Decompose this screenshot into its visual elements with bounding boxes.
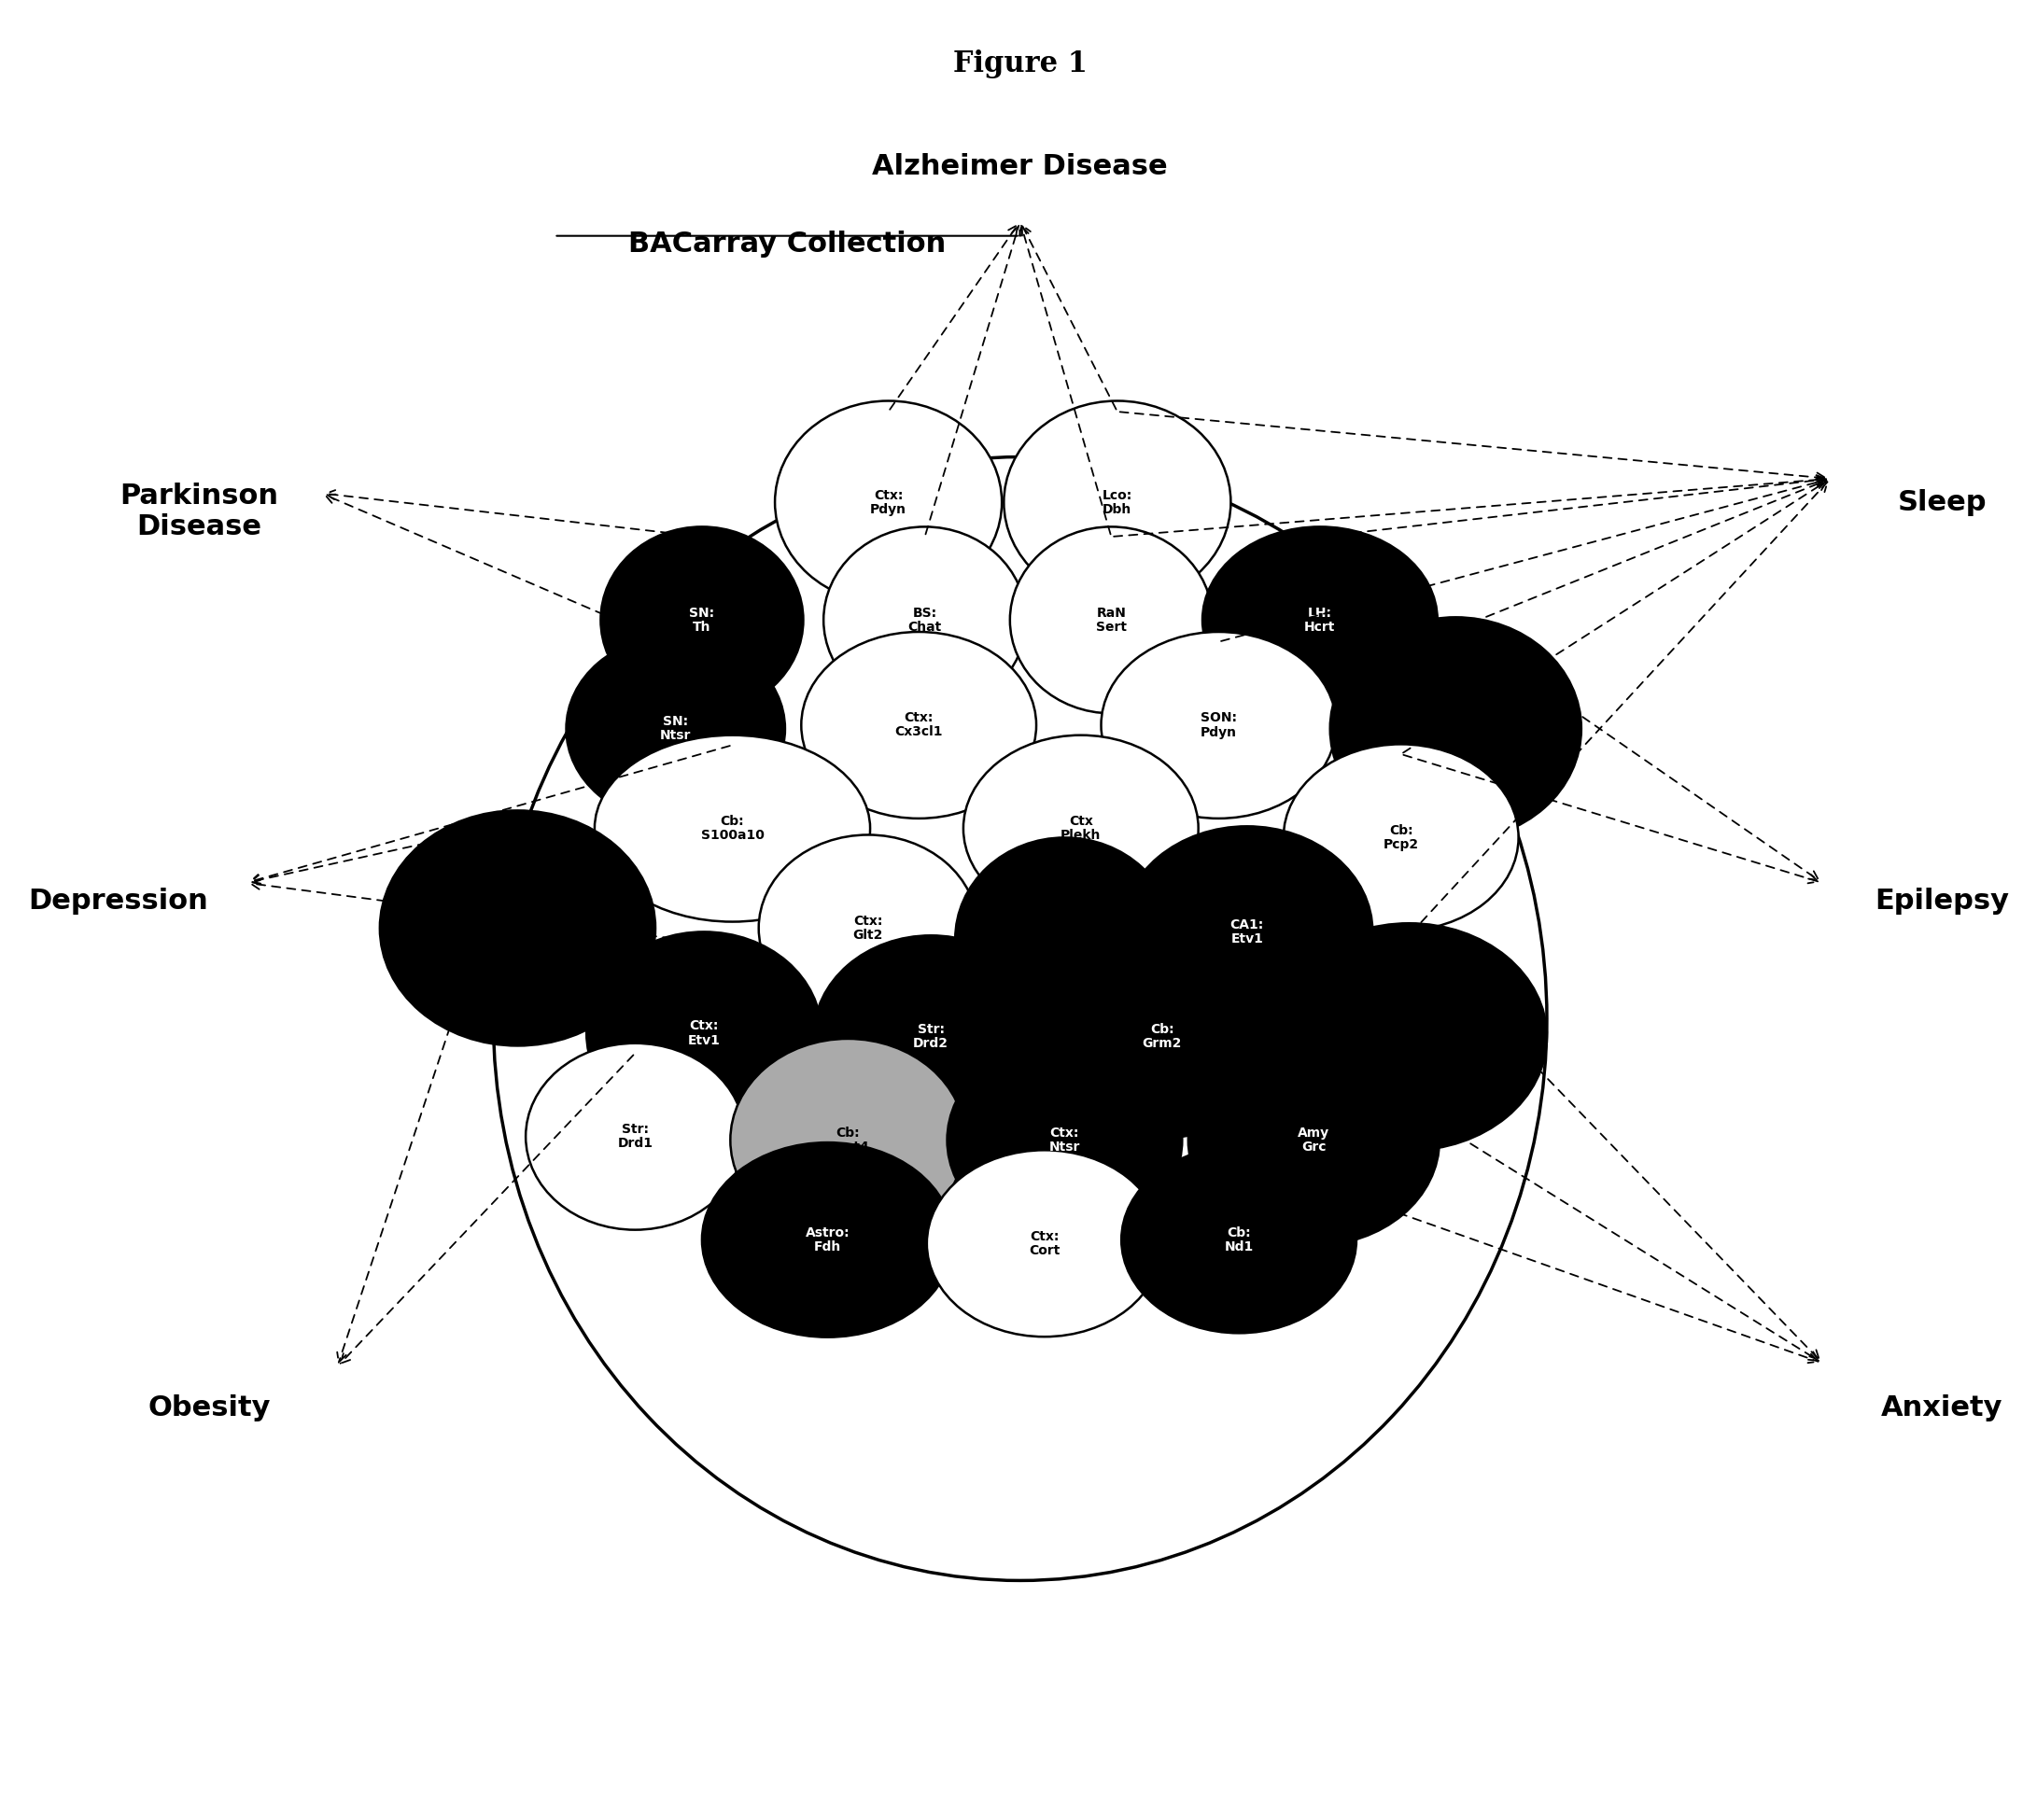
Ellipse shape (813, 935, 1049, 1138)
Text: Parkinson
Disease: Parkinson Disease (120, 482, 279, 541)
Text: Lco:
Dbh: Lco: Dbh (1102, 490, 1133, 515)
Text: Ctx:
Etv1: Ctx: Etv1 (689, 1019, 721, 1046)
Ellipse shape (1004, 400, 1230, 604)
Ellipse shape (379, 810, 656, 1046)
Text: BACarray Collection: BACarray Collection (627, 231, 945, 257)
Ellipse shape (566, 635, 784, 823)
Ellipse shape (823, 526, 1027, 713)
Ellipse shape (1045, 935, 1279, 1138)
Text: Ctx:
Glt2: Ctx: Glt2 (854, 914, 884, 941)
Text: Amy
Grc: Amy Grc (1298, 1127, 1330, 1154)
Text: Figure 1: Figure 1 (953, 49, 1088, 78)
Text: Str:
Drd1: Str: Drd1 (617, 1123, 652, 1150)
Text: Alzheimer Disease: Alzheimer Disease (872, 153, 1167, 180)
Ellipse shape (731, 1039, 966, 1241)
Ellipse shape (703, 1143, 953, 1338)
Text: Cb:
Grm2: Cb: Grm2 (1143, 1023, 1181, 1050)
Text: Ctx:
Cort: Ctx: Cort (1029, 1230, 1059, 1258)
Ellipse shape (774, 400, 1002, 604)
Ellipse shape (964, 735, 1198, 921)
Text: Ctx:
Ntsr: Ctx: Ntsr (1049, 1127, 1080, 1154)
Text: SN:
Th: SN: Th (689, 606, 715, 633)
Ellipse shape (955, 837, 1173, 1041)
Text: RaN
Sert: RaN Sert (1096, 606, 1126, 633)
Text: Ctx:
Pdyn: Ctx: Pdyn (870, 490, 906, 515)
Text: Cb:
Nd1: Cb: Nd1 (1224, 1227, 1253, 1254)
Ellipse shape (1122, 826, 1373, 1037)
Ellipse shape (1122, 1147, 1357, 1332)
Ellipse shape (1010, 526, 1212, 713)
Ellipse shape (1283, 744, 1518, 930)
Text: SN:
Ntsr: SN: Ntsr (660, 715, 691, 743)
Ellipse shape (601, 526, 803, 713)
Text: Anxiety: Anxiety (1880, 1394, 2002, 1421)
Text: CA1:
Etv1: CA1: Etv1 (1230, 917, 1263, 945)
Ellipse shape (595, 735, 870, 921)
Text: Str:
Drd2: Str: Drd2 (913, 1023, 949, 1050)
Text: SON:
Pdyn: SON: Pdyn (1200, 712, 1236, 739)
Ellipse shape (1271, 923, 1546, 1150)
Ellipse shape (587, 932, 821, 1134)
Text: Sleep: Sleep (1896, 490, 1986, 515)
Ellipse shape (758, 835, 978, 1021)
Text: Cb:
S100a10: Cb: S100a10 (701, 815, 764, 843)
Ellipse shape (526, 1043, 746, 1230)
Text: BS:
Chat: BS: Chat (909, 606, 941, 633)
Ellipse shape (1202, 526, 1438, 713)
Text: LH:
Hcrt: LH: Hcrt (1304, 606, 1336, 633)
Ellipse shape (1330, 617, 1581, 841)
Ellipse shape (801, 632, 1037, 819)
Ellipse shape (947, 1039, 1181, 1241)
Text: Depression: Depression (29, 888, 208, 914)
Ellipse shape (1188, 1036, 1440, 1245)
Text: Epilepsy: Epilepsy (1874, 888, 2008, 914)
Text: Cb:
Pcp2: Cb: Pcp2 (1383, 824, 1418, 852)
Ellipse shape (1102, 632, 1336, 819)
Ellipse shape (927, 1150, 1161, 1336)
Text: Obesity: Obesity (149, 1394, 271, 1421)
Text: Cb:
Sept4: Cb: Sept4 (827, 1127, 870, 1154)
Text: Ctx:
Cx3cl1: Ctx: Cx3cl1 (894, 712, 943, 739)
Text: Astro:
Fdh: Astro: Fdh (805, 1227, 849, 1254)
Text: Ctx
Plekh: Ctx Plekh (1061, 815, 1102, 843)
